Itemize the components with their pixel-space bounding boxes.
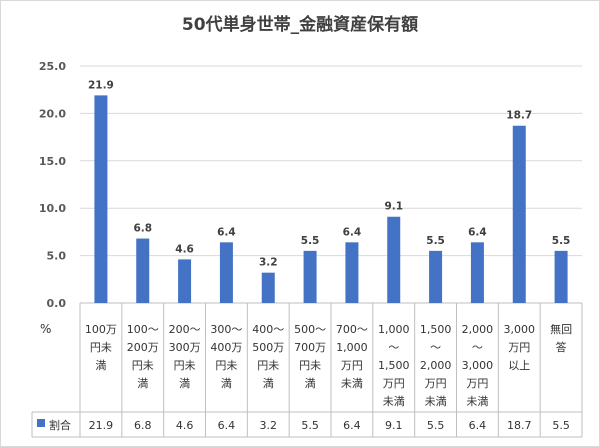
data-label: 6.8 <box>133 223 152 235</box>
category-label: 満 <box>179 377 190 390</box>
table-value: 21.9 <box>89 419 114 432</box>
category-label: 円未 <box>132 359 154 372</box>
data-label: 4.6 <box>175 243 194 255</box>
category-label: 万円 <box>383 377 405 390</box>
data-label: 21.9 <box>88 79 114 91</box>
category-label: 3,000 <box>504 323 536 336</box>
category-label: 1,000 <box>336 341 368 354</box>
table-value: 6.8 <box>134 419 152 432</box>
category-label: 円未 <box>215 359 237 372</box>
category-label: 円未 <box>90 341 112 354</box>
data-label: 3.2 <box>259 257 278 269</box>
table-value: 5.5 <box>301 419 319 432</box>
category-label: 500万 <box>252 341 284 354</box>
table-value: 9.1 <box>385 419 403 432</box>
data-label: 5.5 <box>301 235 320 247</box>
bar <box>94 95 108 303</box>
category-label: 200万 <box>127 341 159 354</box>
table-value: 6.4 <box>343 419 361 432</box>
category-label: 満 <box>221 377 232 390</box>
y-tick-label: 25.0 <box>39 60 66 73</box>
category-label: 満 <box>263 377 274 390</box>
category-label: 2,000 <box>462 323 494 336</box>
category-label: 〜 <box>388 341 399 354</box>
category-label: 未満 <box>341 377 363 390</box>
bar <box>136 238 150 303</box>
category-label: 300〜 <box>210 323 242 336</box>
category-label: 400万 <box>210 341 242 354</box>
bar <box>345 242 359 303</box>
category-label: 1,000 <box>378 323 410 336</box>
category-label: 未満 <box>466 395 488 408</box>
table-value: 5.5 <box>427 419 445 432</box>
category-label: 〜 <box>430 341 441 354</box>
category-label: 1,500 <box>420 323 452 336</box>
category-label: 500〜 <box>294 323 326 336</box>
legend-label: 割合 <box>49 418 71 432</box>
data-label: 5.5 <box>552 235 571 247</box>
table-value: 6.4 <box>469 419 487 432</box>
category-label: 円未 <box>174 359 196 372</box>
bar <box>178 259 192 303</box>
y-tick-label: 5.0 <box>47 250 67 263</box>
category-label: 1,500 <box>378 359 410 372</box>
category-label: 無回 <box>550 322 572 336</box>
category-label: 700万 <box>294 341 326 354</box>
table-value: 4.6 <box>176 419 194 432</box>
category-label: 400〜 <box>252 323 284 336</box>
category-label: 万円 <box>466 377 488 390</box>
bar <box>429 250 443 303</box>
data-label: 9.1 <box>384 201 403 213</box>
category-label: 700〜 <box>336 323 368 336</box>
chart-title: 50代単身世帯_金融資産保有額 <box>181 15 419 35</box>
data-label: 6.4 <box>217 226 236 238</box>
table-value: 6.4 <box>218 419 236 432</box>
category-label: 円未 <box>257 359 279 372</box>
category-label: 満 <box>137 377 148 390</box>
category-label: 2,000 <box>420 359 452 372</box>
category-label: 答 <box>556 340 567 354</box>
data-label: 18.7 <box>506 110 532 122</box>
table-value: 18.7 <box>507 419 532 432</box>
data-label: 6.4 <box>468 226 487 238</box>
category-label: 万円 <box>508 341 530 354</box>
legend-key <box>37 419 45 427</box>
category-label: 万円 <box>425 377 447 390</box>
unit-label: % <box>40 322 51 336</box>
category-label: 未満 <box>383 395 405 408</box>
category-label: 満 <box>305 377 316 390</box>
category-label: 〜 <box>472 341 483 354</box>
bar <box>554 250 568 303</box>
category-label: 円未 <box>299 359 321 372</box>
bar <box>470 242 484 303</box>
bar <box>512 125 526 303</box>
y-tick-label: 10.0 <box>39 202 66 215</box>
bar <box>387 216 401 303</box>
category-label: 以上 <box>508 359 530 372</box>
category-label: 満 <box>95 359 106 372</box>
data-label: 5.5 <box>426 235 445 247</box>
category-label: 3,000 <box>462 359 494 372</box>
category-label: 200〜 <box>169 323 201 336</box>
bar <box>261 272 275 303</box>
data-label: 6.4 <box>343 226 362 238</box>
category-label: 300万 <box>169 341 201 354</box>
bar <box>219 242 233 303</box>
y-tick-label: 0.0 <box>47 297 67 310</box>
y-tick-label: 15.0 <box>39 155 66 168</box>
table-value: 5.5 <box>552 419 570 432</box>
category-label: 万円 <box>341 359 363 372</box>
category-label: 100〜 <box>127 323 159 336</box>
table-value: 3.2 <box>260 419 278 432</box>
category-label: 100万 <box>85 323 117 336</box>
bar <box>303 250 317 303</box>
y-tick-label: 20.0 <box>39 107 66 120</box>
category-label: 未満 <box>425 395 447 408</box>
